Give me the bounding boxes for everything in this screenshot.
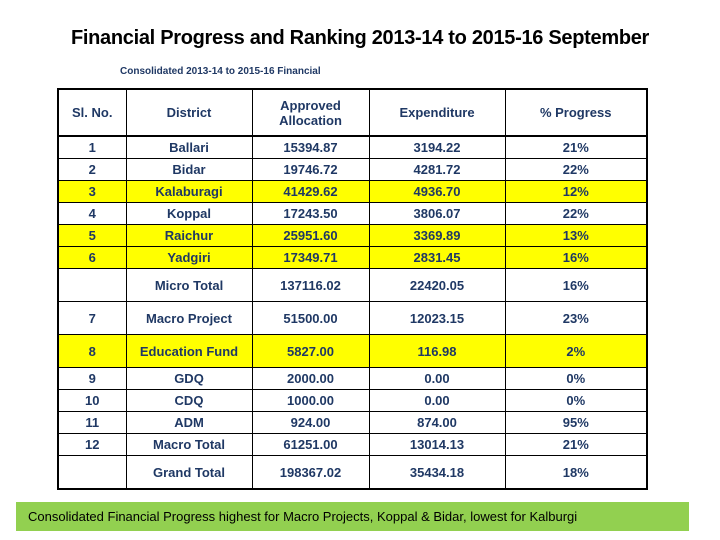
cell-district: Bidar bbox=[125, 158, 253, 181]
cell-progress: 12% bbox=[504, 180, 648, 203]
cell-allocation: 1000.00 bbox=[251, 389, 370, 412]
cell-allocation: 137116.02 bbox=[251, 268, 370, 302]
cell-expenditure: 3806.07 bbox=[368, 202, 506, 225]
cell-expenditure: 35434.18 bbox=[368, 455, 506, 490]
cell-sl: 6 bbox=[57, 246, 127, 269]
cell-expenditure: 4281.72 bbox=[368, 158, 506, 181]
table-row: 8 Education Fund 5827.00 116.98 2% bbox=[57, 334, 648, 368]
cell-expenditure: 874.00 bbox=[368, 411, 506, 434]
cell-expenditure: 0.00 bbox=[368, 389, 506, 412]
table-row: 10 CDQ 1000.00 0.00 0% bbox=[57, 389, 648, 412]
cell-allocation: 51500.00 bbox=[251, 301, 370, 335]
cell-progress: 95% bbox=[504, 411, 648, 434]
cell-expenditure: 2831.45 bbox=[368, 246, 506, 269]
col-header-expenditure: Expenditure bbox=[368, 88, 506, 137]
cell-allocation: 5827.00 bbox=[251, 334, 370, 368]
cell-allocation: 61251.00 bbox=[251, 433, 370, 456]
cell-sl bbox=[57, 268, 127, 302]
cell-allocation: 19746.72 bbox=[251, 158, 370, 181]
cell-sl: 11 bbox=[57, 411, 127, 434]
table-row: 7 Macro Project 51500.00 12023.15 23% bbox=[57, 301, 648, 335]
table-row: 1 Ballari 15394.87 3194.22 21% bbox=[57, 135, 648, 159]
cell-sl: 2 bbox=[57, 158, 127, 181]
cell-progress: 22% bbox=[504, 202, 648, 225]
cell-allocation: 17349.71 bbox=[251, 246, 370, 269]
cell-expenditure: 3369.89 bbox=[368, 224, 506, 247]
cell-allocation: 924.00 bbox=[251, 411, 370, 434]
cell-sl: 7 bbox=[57, 301, 127, 335]
cell-expenditure: 13014.13 bbox=[368, 433, 506, 456]
cell-district: Raichur bbox=[125, 224, 253, 247]
cell-district: ADM bbox=[125, 411, 253, 434]
cell-progress: 21% bbox=[504, 433, 648, 456]
cell-district: Education Fund bbox=[125, 334, 253, 368]
col-header-sl-no: Sl. No. bbox=[57, 88, 127, 137]
col-header-district: District bbox=[125, 88, 253, 137]
financial-progress-table: Sl. No. District Approved Allocation Exp… bbox=[57, 88, 648, 490]
cell-allocation: 17243.50 bbox=[251, 202, 370, 225]
cell-district: Macro Project bbox=[125, 301, 253, 335]
cell-district: CDQ bbox=[125, 389, 253, 412]
table-row: 5 Raichur 25951.60 3369.89 13% bbox=[57, 224, 648, 247]
cell-progress: 0% bbox=[504, 389, 648, 412]
cell-sl: 8 bbox=[57, 334, 127, 368]
col-header-progress: % Progress bbox=[504, 88, 648, 137]
table-row: 9 GDQ 2000.00 0.00 0% bbox=[57, 367, 648, 390]
header-row: Sl. No. District Approved Allocation Exp… bbox=[57, 88, 648, 137]
cell-district: Kalaburagi bbox=[125, 180, 253, 203]
cell-progress: 16% bbox=[504, 268, 648, 302]
cell-sl: 4 bbox=[57, 202, 127, 225]
cell-allocation: 15394.87 bbox=[251, 135, 370, 159]
cell-sl: 9 bbox=[57, 367, 127, 390]
page-title: Financial Progress and Ranking 2013-14 t… bbox=[70, 27, 650, 49]
cell-sl: 1 bbox=[57, 135, 127, 159]
cell-progress: 21% bbox=[504, 135, 648, 159]
cell-sl: 12 bbox=[57, 433, 127, 456]
cell-progress: 0% bbox=[504, 367, 648, 390]
cell-progress: 13% bbox=[504, 224, 648, 247]
cell-sl bbox=[57, 455, 127, 490]
cell-expenditure: 22420.05 bbox=[368, 268, 506, 302]
cell-progress: 16% bbox=[504, 246, 648, 269]
table-row: 4 Koppal 17243.50 3806.07 22% bbox=[57, 202, 648, 225]
table-row: 3 Kalaburagi 41429.62 4936.70 12% bbox=[57, 180, 648, 203]
cell-sl: 3 bbox=[57, 180, 127, 203]
footer-note-text: Consolidated Financial Progress highest … bbox=[28, 509, 578, 524]
cell-district: Micro Total bbox=[125, 268, 253, 302]
cell-district: Macro Total bbox=[125, 433, 253, 456]
cell-sl: 10 bbox=[57, 389, 127, 412]
table-row: 11 ADM 924.00 874.00 95% bbox=[57, 411, 648, 434]
cell-district: Koppal bbox=[125, 202, 253, 225]
cell-district: Grand Total bbox=[125, 455, 253, 490]
cell-expenditure: 116.98 bbox=[368, 334, 506, 368]
table-row: 2 Bidar 19746.72 4281.72 22% bbox=[57, 158, 648, 181]
table-row: Grand Total 198367.02 35434.18 18% bbox=[57, 455, 648, 490]
cell-expenditure: 3194.22 bbox=[368, 135, 506, 159]
cell-expenditure: 0.00 bbox=[368, 367, 506, 390]
cell-district: Ballari bbox=[125, 135, 253, 159]
cell-allocation: 2000.00 bbox=[251, 367, 370, 390]
cell-progress: 2% bbox=[504, 334, 648, 368]
table-row: Micro Total 137116.02 22420.05 16% bbox=[57, 268, 648, 302]
table-body: 1 Ballari 15394.87 3194.22 21% 2 Bidar 19746.72… bbox=[57, 135, 648, 490]
cell-sl: 5 bbox=[57, 224, 127, 247]
table-caption: Consolidated 2013-14 to 2015-16 Financia… bbox=[120, 66, 321, 77]
cell-district: GDQ bbox=[125, 367, 253, 390]
table-row: 12 Macro Total 61251.00 13014.13 21% bbox=[57, 433, 648, 456]
cell-district: Yadgiri bbox=[125, 246, 253, 269]
cell-progress: 18% bbox=[504, 455, 648, 490]
footer-note: Consolidated Financial Progress highest … bbox=[16, 502, 689, 531]
cell-allocation: 25951.60 bbox=[251, 224, 370, 247]
table-row: 6 Yadgiri 17349.71 2831.45 16% bbox=[57, 246, 648, 269]
cell-allocation: 198367.02 bbox=[251, 455, 370, 490]
cell-progress: 23% bbox=[504, 301, 648, 335]
cell-progress: 22% bbox=[504, 158, 648, 181]
col-header-allocation: Approved Allocation bbox=[251, 88, 370, 137]
cell-allocation: 41429.62 bbox=[251, 180, 370, 203]
cell-expenditure: 12023.15 bbox=[368, 301, 506, 335]
cell-expenditure: 4936.70 bbox=[368, 180, 506, 203]
